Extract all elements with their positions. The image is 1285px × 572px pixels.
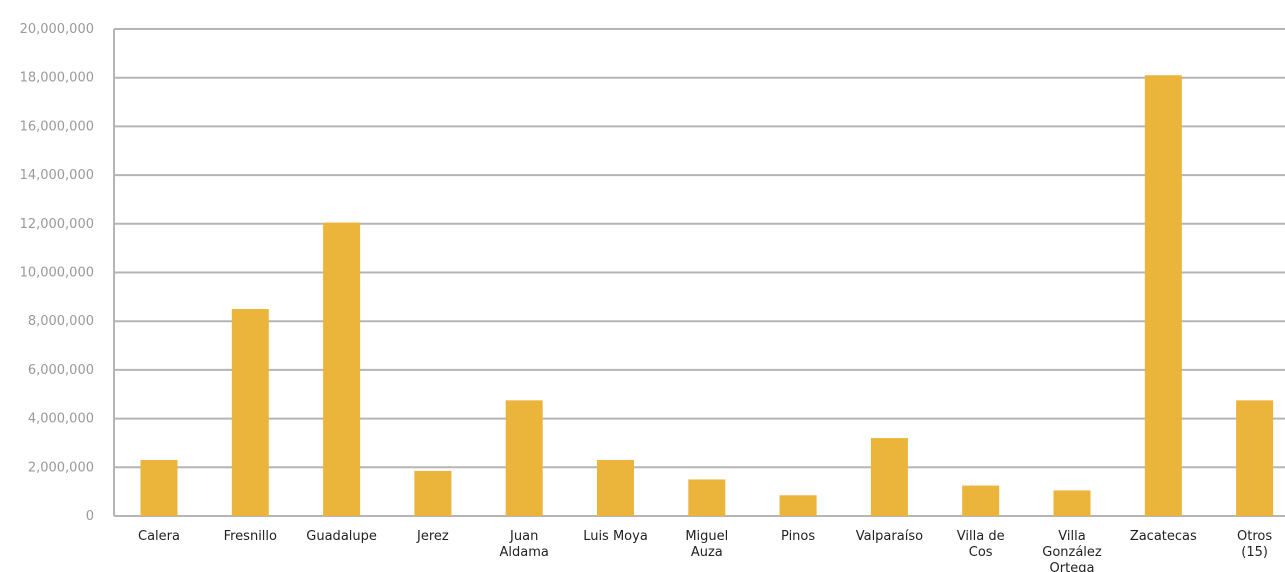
x-tick-label: Calera xyxy=(138,529,180,544)
bar xyxy=(323,222,361,516)
bar xyxy=(231,309,269,516)
y-tick-label: 6,000,000 xyxy=(28,363,94,378)
bar xyxy=(414,470,452,516)
y-tick-label: 2,000,000 xyxy=(28,460,94,475)
x-tick-label: Fresnillo xyxy=(224,529,277,544)
x-axis: Calera Fresnillo Guadalupe Jerez Juan Aldama L… xyxy=(138,529,1272,572)
x-tick-label-line: Otros xyxy=(1237,529,1272,544)
x-tick-label-line: Pinos xyxy=(781,529,815,544)
y-tick-label: 12,000,000 xyxy=(20,217,94,232)
x-tick-label: Valparaíso xyxy=(856,529,923,544)
x-tick-label-line: Fresnillo xyxy=(224,529,277,544)
y-tick-label: 16,000,000 xyxy=(20,119,94,134)
x-tick-label: Miguel Auza xyxy=(685,529,728,560)
x-tick-label-line: Calera xyxy=(138,529,180,544)
gridlines xyxy=(113,28,1285,517)
x-tick-label: Zacatecas xyxy=(1130,529,1197,544)
x-tick-label-line: Villa xyxy=(1058,529,1085,544)
x-tick-label-line: Jerez xyxy=(416,529,449,544)
bar xyxy=(1236,400,1274,516)
bar xyxy=(1144,75,1182,516)
x-tick-label: Otros (15) xyxy=(1237,529,1272,560)
x-tick-label-line: Cos xyxy=(969,545,993,560)
x-tick-label-line: Juan xyxy=(509,529,538,544)
bar xyxy=(962,485,1000,516)
y-tick-label: 18,000,000 xyxy=(20,71,94,86)
x-tick-label-line: González xyxy=(1042,545,1102,560)
y-tick-label: 20,000,000 xyxy=(20,22,94,37)
x-tick-label: Villa González Ortega xyxy=(1042,529,1102,572)
bar xyxy=(779,495,817,516)
y-tick-label: 4,000,000 xyxy=(28,412,94,427)
x-tick-label: Jerez xyxy=(416,529,449,544)
x-tick-label-line: Auza xyxy=(691,545,723,560)
x-tick-label: Juan Aldama xyxy=(500,529,549,560)
bar xyxy=(870,438,908,516)
x-tick-label-line: Zacatecas xyxy=(1130,529,1197,544)
bars xyxy=(140,75,1274,516)
x-tick-label-line: (15) xyxy=(1241,545,1268,560)
bar xyxy=(505,400,543,516)
x-tick-label-line: Miguel xyxy=(685,529,728,544)
bar xyxy=(140,459,178,516)
x-tick-label-line: Valparaíso xyxy=(856,529,923,544)
x-tick-label-line: Aldama xyxy=(500,545,549,560)
bar xyxy=(597,459,634,516)
x-tick-label: Luis Moya xyxy=(583,529,648,544)
y-tick-label: 10,000,000 xyxy=(20,266,94,281)
x-tick-label-line: Guadalupe xyxy=(306,529,377,544)
y-tick-label: 8,000,000 xyxy=(28,314,94,329)
x-tick-label: Pinos xyxy=(781,529,815,544)
bar xyxy=(688,479,726,516)
x-tick-label-line: Villa de xyxy=(957,529,1005,544)
y-axis: 0 2,000,000 4,000,000 6,000,000 8,000,000 10,… xyxy=(20,22,94,524)
x-tick-label-line: Luis Moya xyxy=(583,529,648,544)
x-tick-label: Guadalupe xyxy=(306,529,377,544)
x-tick-label: Villa de Cos xyxy=(957,529,1005,560)
x-tick-label-line: Ortega xyxy=(1050,561,1095,572)
y-tick-label: 0 xyxy=(86,509,94,524)
y-tick-label: 14,000,000 xyxy=(20,168,94,183)
bar xyxy=(1053,490,1091,516)
